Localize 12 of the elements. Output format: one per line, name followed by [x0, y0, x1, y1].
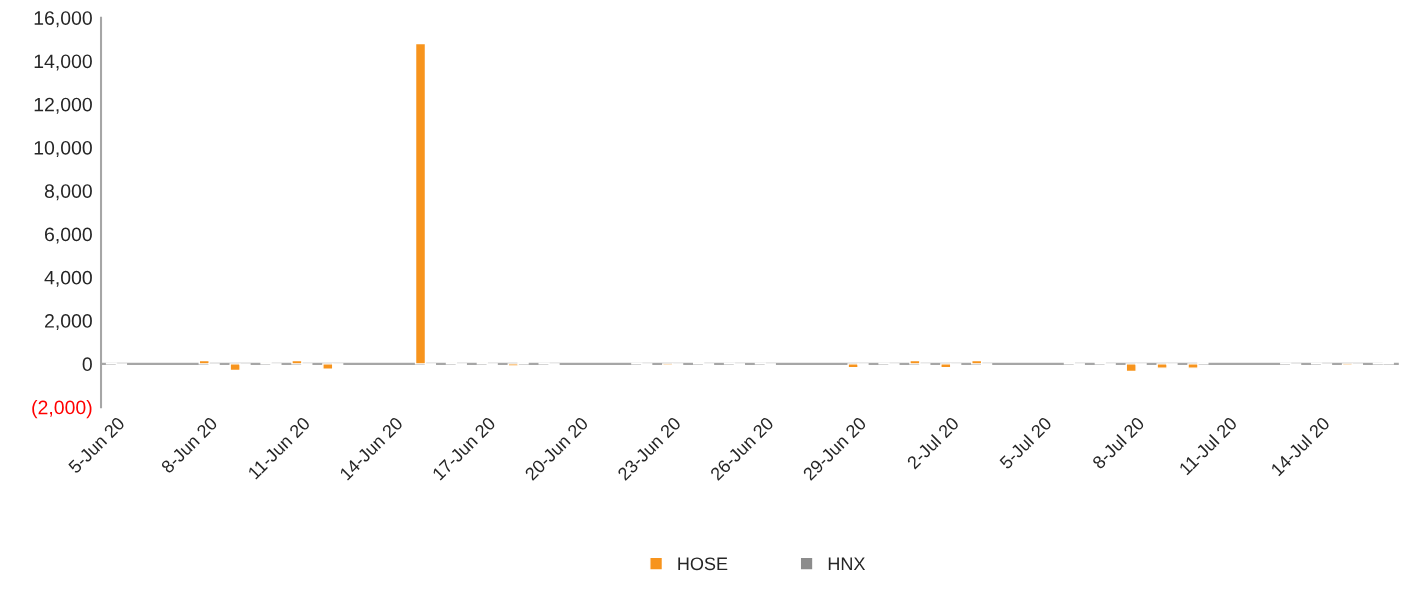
y-tick-label: (2,000): [32, 400, 92, 419]
y-tick-label: 10,000: [34, 140, 92, 158]
y-tick-label: 16,000: [34, 11, 92, 28]
y-tick-label: 2,000: [45, 314, 92, 331]
y-tick-label: 14,000: [34, 54, 92, 71]
y-tick-label: 4,000: [44, 270, 92, 287]
y-tick-label: 8,000: [44, 184, 92, 201]
legend-label: HOSE: [678, 557, 728, 571]
y-tick-label: 0: [82, 357, 92, 372]
y-tick-label: 6,000: [45, 227, 92, 244]
y-tick-label: 12,000: [34, 97, 92, 114]
legend-label: HNX: [828, 557, 866, 570]
